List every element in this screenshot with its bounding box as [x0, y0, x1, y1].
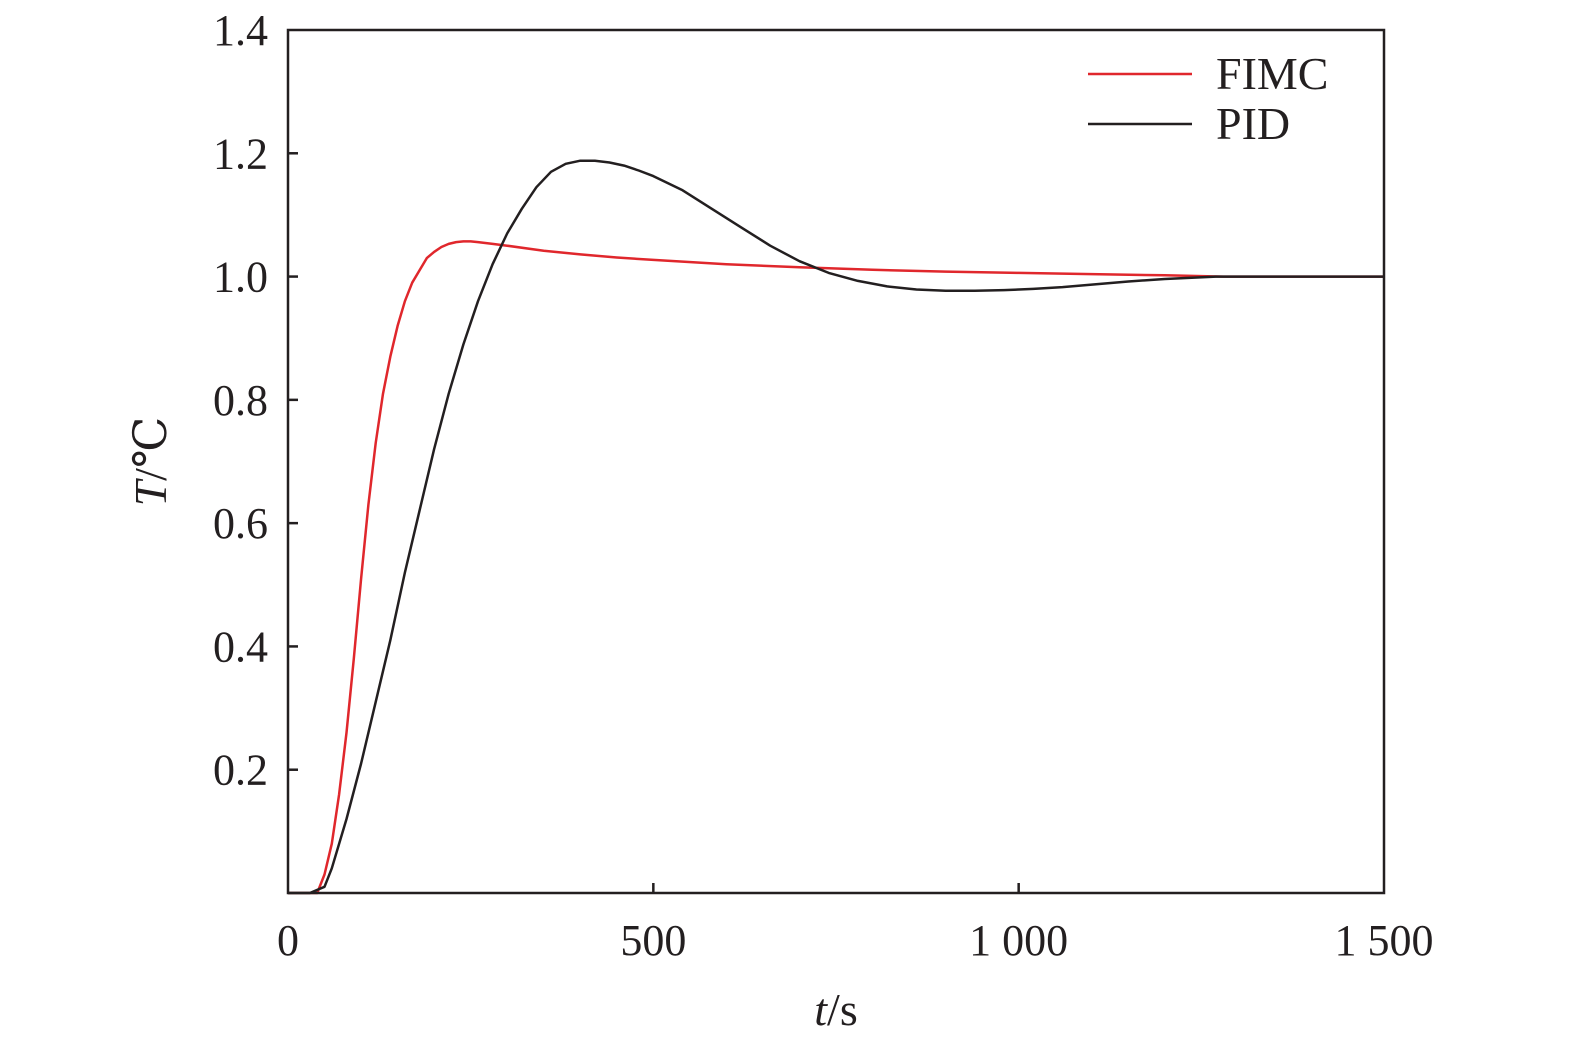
series-layer	[288, 159, 1384, 895]
series-line-pid	[288, 159, 1384, 895]
y-axis-var: T	[125, 477, 176, 506]
ticks-layer: 0 500 1 000 1 500 0.2 0.4 0.6 0.8 1.0 1.2 1.4	[213, 6, 1434, 965]
x-tick-label: 1 500	[1335, 916, 1434, 965]
x-axis-var: t	[814, 984, 828, 1035]
x-tick-label: 0	[277, 916, 299, 965]
y-tick-label: 1.2	[213, 129, 268, 178]
legend-label-fimc: FIMC	[1216, 48, 1328, 99]
plot-frame	[286, 28, 1386, 895]
x-axis-unit: /s	[827, 984, 858, 1035]
y-tick-label: 0.8	[213, 376, 268, 425]
y-tick-label: 0.6	[213, 499, 268, 548]
y-tick-label: 0.4	[213, 622, 268, 671]
y-axis-unit: /℃	[125, 417, 176, 481]
y-tick-label: 0.2	[213, 746, 268, 795]
legend-label-pid: PID	[1216, 98, 1290, 149]
x-tick-label: 500	[620, 916, 686, 965]
x-tick-label: 1 000	[969, 916, 1068, 965]
y-tick-label: 1.0	[213, 253, 268, 302]
y-tick-label: 1.4	[213, 6, 268, 55]
x-axis-title: t/s	[814, 984, 857, 1035]
series-line-fimc	[288, 240, 1384, 895]
y-axis-title: T/℃	[125, 417, 176, 507]
